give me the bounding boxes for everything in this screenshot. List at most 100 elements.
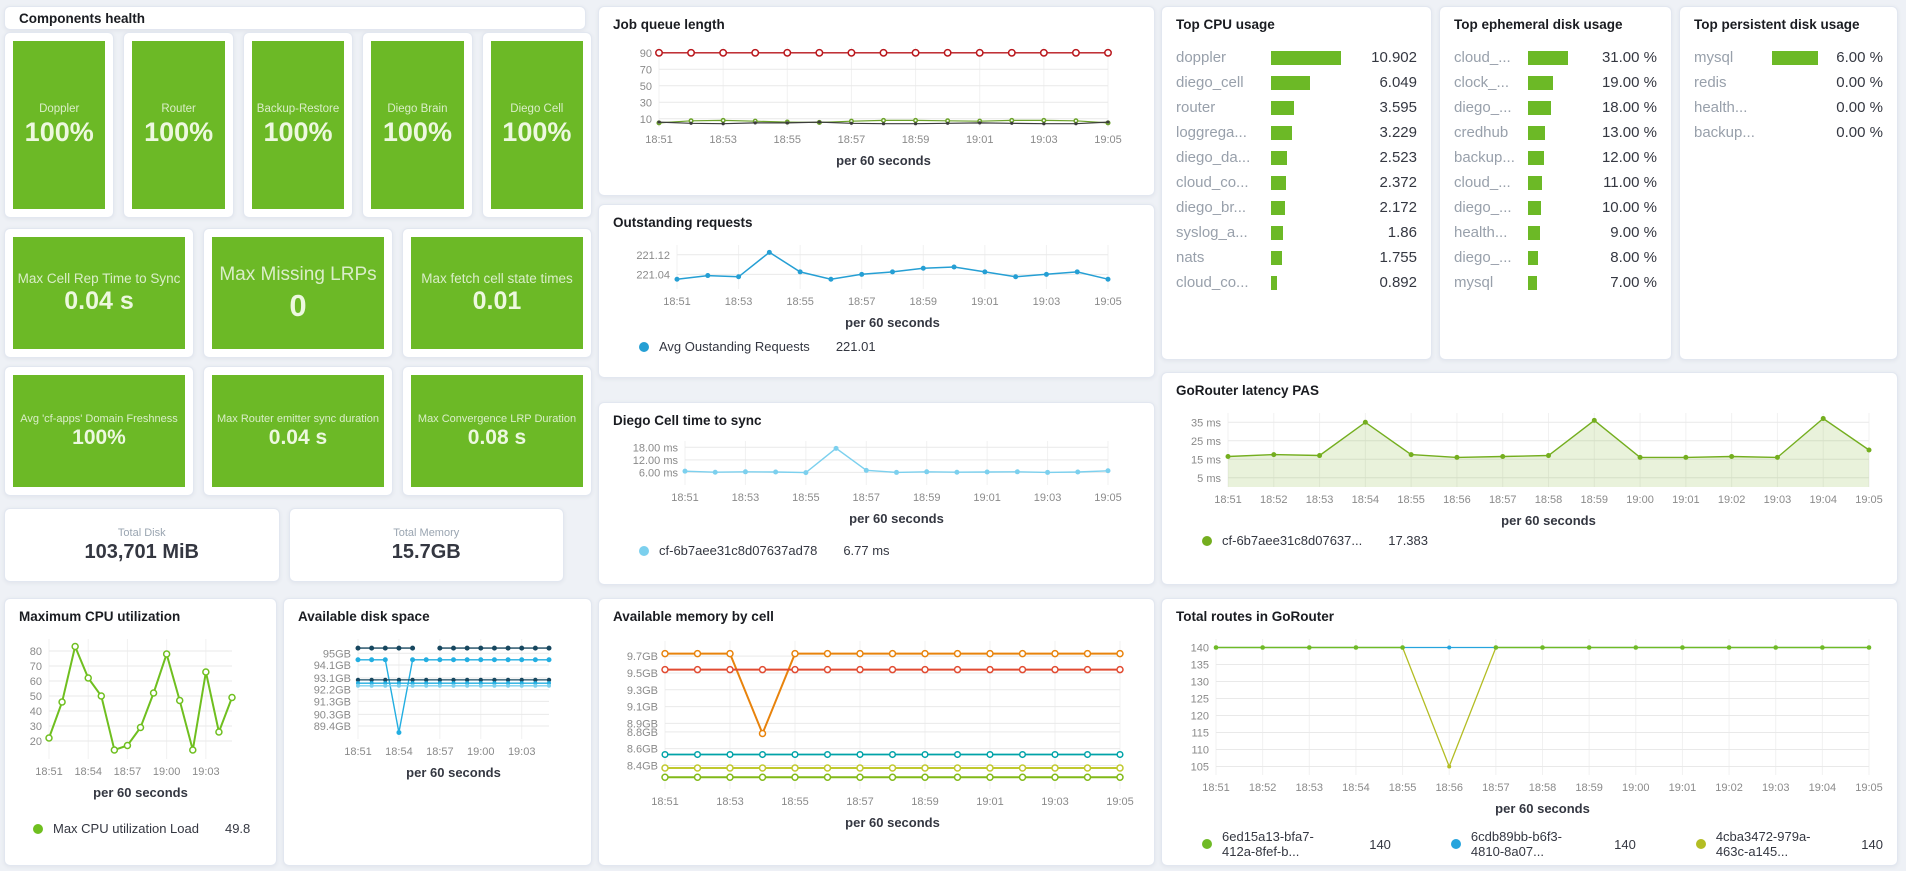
- panel-title: Top ephemeral disk usage: [1454, 17, 1623, 32]
- top-list-name: backup...: [1454, 149, 1515, 166]
- legend-label: 4cba3472-979a-463c-a145...: [1715, 829, 1811, 859]
- svg-text:18:53: 18:53: [716, 796, 744, 808]
- top-list-bar: [1528, 75, 1553, 90]
- job-queue-panel: Job queue length 18:51 18:53 18:55 18:57 18:…: [598, 6, 1155, 196]
- total-metric-label: Total Memory: [393, 526, 460, 539]
- svg-text:18:54: 18:54: [385, 746, 413, 758]
- svg-text:18:57: 18:57: [1489, 494, 1517, 506]
- svg-text:18:55: 18:55: [781, 796, 809, 808]
- top-list-row: mysql 7.00 %: [1454, 270, 1657, 295]
- svg-text:18:59: 18:59: [1575, 782, 1603, 794]
- top-list-bar: [1528, 100, 1552, 115]
- outstanding-requests-chart: 18:51 18:53 18:55 18:57 18:59 19:01 19:03 19:05…: [613, 235, 1140, 331]
- svg-text:35 ms: 35 ms: [1191, 417, 1221, 429]
- top-list-row: cloud_... 31.00 %: [1454, 45, 1657, 70]
- top-list-value: 6.049: [1379, 74, 1417, 91]
- svg-text:19:03: 19:03: [1033, 296, 1061, 308]
- svg-text:9.1GB: 9.1GB: [627, 702, 658, 714]
- legend-item[interactable]: Max CPU utilization Load 49.8: [33, 821, 250, 836]
- top-list-name: cloud_...: [1454, 49, 1511, 66]
- legend-label: 6cdb89bb-b6f3-4810-8a07...: [1470, 829, 1562, 859]
- legend-value: 140: [1369, 836, 1391, 852]
- legend-item[interactable]: Avg Oustanding Requests 221.01: [639, 339, 876, 354]
- svg-text:9.5GB: 9.5GB: [627, 668, 658, 680]
- svg-text:18:51: 18:51: [35, 766, 63, 778]
- svg-text:130: 130: [1191, 677, 1209, 689]
- svg-text:19:05: 19:05: [1094, 492, 1122, 504]
- top-list-name: router: [1176, 99, 1216, 116]
- total-metric-value: 103,701 MiB: [84, 540, 199, 563]
- legend-item[interactable]: cf-6b7aee31c8d07637... 17.383: [1202, 533, 1428, 548]
- svg-text:18:54: 18:54: [1342, 782, 1370, 794]
- metric-value: 0.04 s: [268, 426, 328, 450]
- legend-value: 17.383: [1388, 533, 1428, 548]
- svg-text:19:04: 19:04: [1809, 494, 1837, 506]
- svg-text:19:05: 19:05: [1094, 296, 1122, 308]
- top-list-row: router 3.595: [1176, 95, 1417, 120]
- top-list-row: diego_da... 2.523: [1176, 145, 1417, 170]
- svg-text:19:01: 19:01: [966, 134, 994, 146]
- panel-title: GoRouter latency PAS: [1176, 383, 1320, 398]
- top-list-value: 6.00 %: [1836, 49, 1883, 66]
- total-metric-value: 15.7GB: [391, 540, 461, 563]
- top-list-row: backup... 12.00 %: [1454, 145, 1657, 170]
- metric-label: Max Router emitter sync duration: [216, 412, 379, 425]
- metric-tile: Avg 'cf-apps' Domain Freshness 100%: [13, 375, 185, 487]
- svg-text:18:51: 18:51: [1202, 782, 1230, 794]
- legend-item[interactable]: cf-6b7aee31c8d07637ad78 6.77 ms: [639, 543, 890, 558]
- legend-label: Max CPU utilization Load: [53, 821, 199, 836]
- metric-value: 100%: [382, 116, 452, 147]
- svg-text:19:02: 19:02: [1715, 782, 1743, 794]
- svg-text:20: 20: [30, 736, 42, 748]
- top-list-row: health... 0.00 %: [1694, 95, 1883, 120]
- top-list-name: diego_...: [1454, 199, 1512, 216]
- svg-text:10: 10: [640, 114, 652, 126]
- top-list-bar: [1271, 100, 1295, 115]
- top-list-name: redis: [1694, 74, 1727, 91]
- top-list-row: cloud_co... 2.372: [1176, 170, 1417, 195]
- top-list-row: mysql 6.00 %: [1694, 45, 1883, 70]
- legend-item[interactable]: 6cdb89bb-b6f3-4810-8a07... 140: [1450, 829, 1636, 859]
- metric-label: Max Convergence LRP Duration: [417, 412, 577, 425]
- metric-tile-card: Max Cell Rep Time to Sync 0.04 s: [4, 228, 194, 358]
- legend-value: 221.01: [835, 339, 876, 354]
- svg-text:19:01: 19:01: [973, 492, 1001, 504]
- top-list-value: 0.892: [1379, 274, 1417, 291]
- svg-text:19:00: 19:00: [1622, 782, 1650, 794]
- top-list-row: doppler 10.902: [1176, 45, 1417, 70]
- svg-text:70: 70: [640, 64, 652, 76]
- top-ephemeral-panel: Top ephemeral disk usage cloud_... 31.00 …: [1439, 6, 1672, 360]
- legend-item[interactable]: 6ed15a13-bfa7-412a-8fef-b... 140: [1202, 829, 1391, 859]
- legend-swatch-icon: [1695, 839, 1706, 849]
- svg-text:5 ms: 5 ms: [1197, 473, 1221, 485]
- gorouter-latency-chart: 18:51 18:52 18:53 18:54 18:55 18:56 18:57 18:58…: [1176, 403, 1883, 529]
- top-list-bar: [1271, 225, 1283, 240]
- top-list-value: 13.00 %: [1601, 124, 1657, 141]
- max-cpu-chart: 18:51 18:54 18:57 19:00 19:03 80 70 60 50 40 30 20 p…: [19, 629, 262, 801]
- svg-text:18:55: 18:55: [792, 492, 820, 504]
- top-list-row: loggrega... 3.229: [1176, 120, 1417, 145]
- svg-text:19:05: 19:05: [1855, 494, 1883, 506]
- top-persistent-panel: Top persistent disk usage mysql 6.00 % red…: [1679, 6, 1898, 360]
- top-list-row: credhub 13.00 %: [1454, 120, 1657, 145]
- legend-label: cf-6b7aee31c8d07637ad78: [659, 543, 818, 558]
- svg-text:18:51: 18:51: [671, 492, 699, 504]
- metric-value: 0.08 s: [467, 426, 527, 450]
- top-list-value: 11.00 %: [1603, 174, 1657, 191]
- legend-item[interactable]: 4cba3472-979a-463c-a145... 140: [1695, 829, 1883, 859]
- svg-text:18.00 ms: 18.00 ms: [633, 442, 679, 454]
- top-list-name: diego_...: [1454, 249, 1512, 266]
- chart-svg-gorouter_latency: 18:51 18:52 18:53 18:54 18:55 18:56 18:57 18:58…: [1191, 413, 1883, 528]
- svg-text:9.7GB: 9.7GB: [627, 651, 658, 663]
- top-list-value: 2.372: [1379, 174, 1417, 191]
- svg-text:95GB: 95GB: [323, 648, 351, 660]
- svg-text:18:57: 18:57: [846, 796, 874, 808]
- top-list-value: 1.755: [1379, 249, 1417, 266]
- top-list-bar: [1772, 50, 1818, 65]
- svg-text:18:53: 18:53: [1296, 782, 1324, 794]
- svg-text:94.1GB: 94.1GB: [314, 660, 351, 672]
- metric-tile: Max fetch cell state times 0.01: [411, 237, 583, 349]
- top-list-row: redis 0.00 %: [1694, 70, 1883, 95]
- legend-label: 6ed15a13-bfa7-412a-8fef-b...: [1222, 829, 1314, 859]
- top-list-bar: [1528, 250, 1539, 265]
